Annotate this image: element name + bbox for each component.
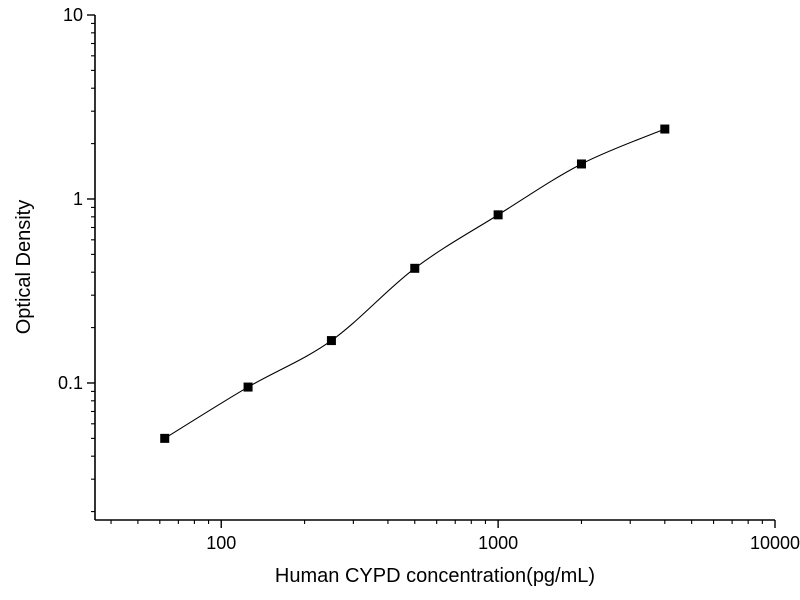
y-tick-label: 1 xyxy=(73,189,83,209)
data-point-marker xyxy=(160,433,170,443)
data-point-marker xyxy=(493,210,503,220)
y-axis-title: Optical Density xyxy=(13,200,35,335)
data-point-marker xyxy=(410,263,420,273)
data-point-marker xyxy=(326,336,336,346)
data-point-marker xyxy=(660,124,670,134)
x-tick-label: 10000 xyxy=(750,533,800,553)
data-point-marker xyxy=(576,159,586,169)
x-axis-title: Human CYPD concentration(pg/mL) xyxy=(275,565,595,587)
y-tick-label: 10 xyxy=(63,5,83,25)
x-tick-label: 1000 xyxy=(478,533,518,553)
data-point-marker xyxy=(243,382,253,392)
plot-area: 100 1000 10000 0.1 1 10 xyxy=(58,5,800,553)
standard-curve-line xyxy=(164,128,666,439)
x-tick-label: 100 xyxy=(206,533,236,553)
y-tick-label: 0.1 xyxy=(58,373,83,393)
